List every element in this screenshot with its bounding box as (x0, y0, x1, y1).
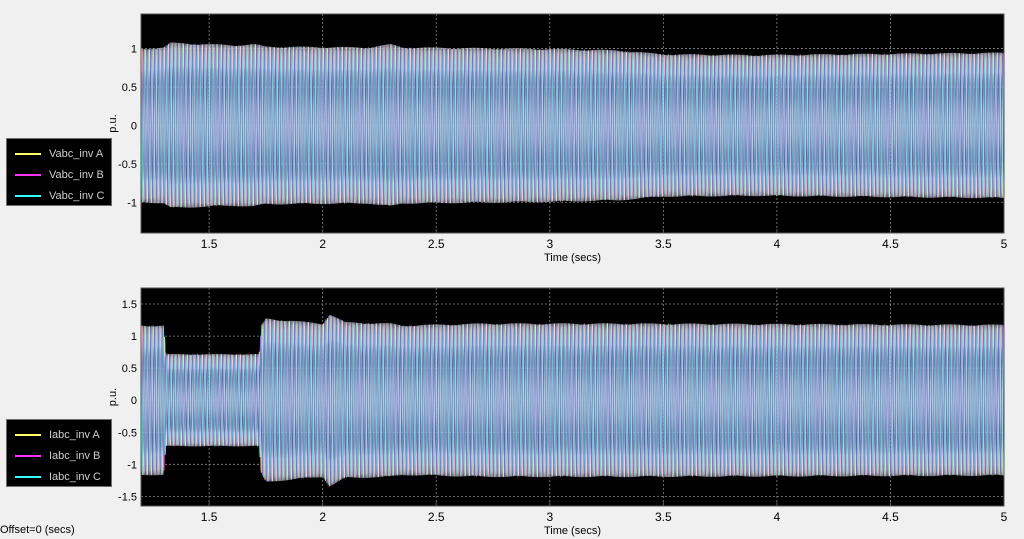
x-tick-label: 2 (319, 237, 326, 251)
time-offset-status: Offset=0 (secs) (0, 524, 75, 536)
x-axis-label: Time (secs) (544, 525, 601, 537)
series-line-3 (141, 314, 1004, 486)
legend-item-iabc-b: Iabc_inv B (7, 445, 111, 466)
x-tick-label: 2.5 (428, 510, 445, 524)
x-tick-label: 1.5 (201, 510, 218, 524)
legend-item-vabc-b: Vabc_inv B (7, 164, 111, 185)
legend-item-vabc-c: Vabc_inv C (7, 185, 111, 206)
y-tick-label: 0 (131, 395, 137, 407)
series-line-2 (141, 42, 1004, 208)
x-tick-label: 1.5 (201, 237, 218, 251)
x-tick-label: 3 (546, 510, 553, 524)
legend-line-b (15, 173, 41, 176)
x-tick-label: 4.5 (882, 510, 899, 524)
y-tick-label: -1.5 (118, 491, 137, 503)
y-tick-label: 1 (131, 331, 137, 343)
current-plot: 1.5 2 2.5 3 3.5 4 4.5 5 -1.5 -1 -0.5 0 0.5 1 1.5 Time (… (107, 287, 1008, 537)
y-tick-label: 1.5 (122, 299, 137, 311)
series-line-2 (141, 315, 1004, 487)
y-tick-label: -1 (127, 459, 137, 471)
x-tick-label: 4 (774, 237, 781, 251)
legend-item-iabc-c: Iabc_inv C (7, 466, 111, 487)
y-axis-label: p.u. (107, 114, 119, 132)
y-tick-label: -1 (127, 197, 137, 209)
x-tick-label: 3 (546, 237, 553, 251)
legend-label-vabc-b: Vabc_inv B (49, 168, 104, 181)
legend-label-iabc-b: Iabc_inv B (49, 449, 101, 462)
legend-label-iabc-c: Iabc_inv C (49, 470, 101, 483)
voltage-plot: 1.5 2 2.5 3 3.5 4 4.5 5 -1 -0.5 0 0.5 1 Time (secs) p.… (107, 13, 1008, 264)
x-tick-label: 2 (319, 510, 326, 524)
legend-label-vabc-a: Vabc_inv A (49, 147, 104, 160)
x-tick-label: 4 (774, 510, 781, 524)
legend-label-vabc-c: Vabc_inv C (49, 189, 105, 202)
y-tick-label: 1 (131, 44, 137, 56)
x-axis-label: Time (secs) (544, 252, 601, 264)
x-tick-label: 5 (1001, 237, 1008, 251)
legend-item-iabc-a: Iabc_inv A (7, 424, 111, 445)
y-tick-label: 0.5 (122, 82, 137, 94)
legend-item-vabc-a: Vabc_inv A (7, 143, 111, 164)
legend-line-c (15, 194, 41, 197)
y-tick-label: -0.5 (118, 159, 137, 171)
y-axis-label: p.u. (107, 388, 119, 406)
y-tick-label: 0.5 (122, 363, 137, 375)
series-line-1 (141, 315, 1004, 487)
voltage-legend[interactable]: Vabc_inv A Vabc_inv B Vabc_inv C (6, 138, 112, 206)
y-tick-label: 0 (131, 120, 137, 132)
current-legend[interactable]: Iabc_inv A Iabc_inv B Iabc_inv C (6, 419, 112, 487)
legend-line-b (15, 454, 41, 457)
legend-line-c (15, 475, 41, 478)
legend-line-a (15, 152, 41, 155)
legend-line-a (15, 433, 41, 436)
x-tick-label: 3.5 (655, 510, 672, 524)
legend-label-iabc-a: Iabc_inv A (49, 428, 100, 441)
series-line-1 (141, 42, 1004, 208)
x-tick-label: 3.5 (655, 237, 672, 251)
plot-frame (140, 13, 1005, 234)
series-line-3 (141, 42, 1004, 208)
x-tick-label: 2.5 (428, 237, 445, 251)
y-tick-label: -0.5 (118, 427, 137, 439)
plot-frame (140, 287, 1005, 507)
x-tick-label: 5 (1001, 510, 1008, 524)
x-tick-label: 4.5 (882, 237, 899, 251)
